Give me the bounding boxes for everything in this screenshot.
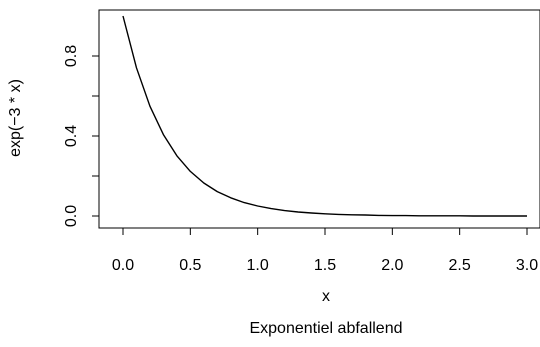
x-tick-label: 2.5 bbox=[449, 257, 471, 274]
x-tick-label: 1.0 bbox=[247, 257, 269, 274]
x-axis-label: x bbox=[322, 288, 330, 305]
x-tick-label: 2.0 bbox=[381, 257, 403, 274]
x-tick-label: 3.0 bbox=[516, 257, 538, 274]
y-axis: 0.0 0.4 0.8 bbox=[63, 45, 100, 227]
y-tick-label: 0.8 bbox=[63, 45, 80, 67]
y-axis-label: exp(−3 * x) bbox=[7, 79, 24, 157]
x-axis: 0.0 0.5 1.0 1.5 2.0 2.5 3.0 bbox=[112, 227, 538, 274]
x-tick-label: 0.5 bbox=[179, 257, 201, 274]
x-tick-label: 1.5 bbox=[314, 257, 336, 274]
series-line bbox=[122, 15, 527, 217]
y-tick-label: 0.4 bbox=[63, 125, 80, 147]
plot-frame bbox=[98, 9, 540, 229]
x-tick-label: 0.0 bbox=[112, 257, 134, 274]
series-layer bbox=[122, 15, 527, 217]
y-tick-label: 0.0 bbox=[63, 205, 80, 227]
chart-caption: Exponentiel abfallend bbox=[249, 320, 402, 337]
